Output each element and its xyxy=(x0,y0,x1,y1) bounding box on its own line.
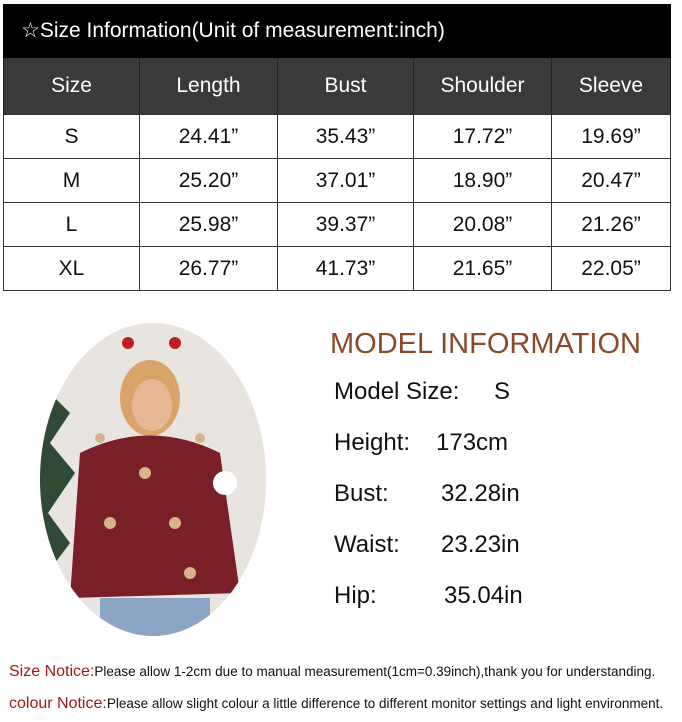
table-cell: 19.69” xyxy=(551,114,671,159)
colour-notice-text: Please allow slight colour a little diff… xyxy=(106,696,664,711)
model-info-label: Model Size: xyxy=(334,378,460,405)
table-cell: 21.65” xyxy=(413,246,552,291)
model-info-label: Waist: xyxy=(334,531,400,558)
model-info-line: Model Size: S xyxy=(334,378,510,406)
table-row: XL 26.77” 41.73” 21.65” 22.05” xyxy=(3,246,671,291)
model-info-value: S xyxy=(494,378,511,405)
model-photo xyxy=(40,323,266,636)
model-info-line: Bust: 32.28in xyxy=(334,480,520,508)
table-cell: XL xyxy=(3,246,140,291)
table-row: S 24.41” 35.43” 17.72” 19.69” xyxy=(3,114,671,159)
model-info-label: Hip: xyxy=(334,582,377,609)
model-info-label: Bust: xyxy=(334,480,389,507)
model-info-value: 173cm xyxy=(436,429,509,456)
model-info-label: Height: xyxy=(334,429,411,456)
size-notice-text: Please allow 1-2cm due to manual measure… xyxy=(94,664,656,679)
table-cell: 26.77” xyxy=(139,246,278,291)
table-row: L 25.98” 39.37” 20.08” 21.26” xyxy=(3,202,671,247)
table-cell: 39.37” xyxy=(277,202,414,247)
table-cell: 21.26” xyxy=(551,202,671,247)
model-info-line: Height: 173cm xyxy=(334,429,508,457)
table-cell: 35.43” xyxy=(277,114,414,159)
table-cell: 18.90” xyxy=(413,158,552,203)
colour-notice-label: colour Notice: xyxy=(9,695,107,712)
table-cell: 20.47” xyxy=(551,158,671,203)
size-notice: Size Notice:Please allow 1-2cm due to ma… xyxy=(9,663,655,681)
table-cell: S xyxy=(3,114,140,159)
size-notice-label: Size Notice: xyxy=(9,663,95,680)
header-shoulder: Shoulder xyxy=(413,58,552,115)
tree-shape xyxy=(40,383,75,583)
model-info-value: 23.23in xyxy=(441,531,520,558)
colour-notice: colour Notice:Please allow slight colour… xyxy=(9,695,663,713)
size-table-title: ☆Size Information(Unit of measurement:in… xyxy=(3,4,671,58)
table-cell: 25.98” xyxy=(139,202,278,247)
table-cell: L xyxy=(3,202,140,247)
header-bust: Bust xyxy=(277,58,414,115)
table-cell: 37.01” xyxy=(277,158,414,203)
table-row: M 25.20” 37.01” 18.90” 20.47” xyxy=(3,158,671,203)
model-info-value: 35.04in xyxy=(444,582,523,609)
table-cell: 25.20” xyxy=(139,158,278,203)
header-length: Length xyxy=(139,58,278,115)
table-cell: M xyxy=(3,158,140,203)
header-size: Size xyxy=(3,58,140,115)
model-info-line: Waist: 23.23in xyxy=(334,531,520,559)
model-info-line: Hip: 35.04in xyxy=(334,582,523,610)
table-header-row: Size Length Bust Shoulder Sleeve xyxy=(3,58,671,115)
table-cell: 22.05” xyxy=(551,246,671,291)
model-info-value: 32.28in xyxy=(441,480,520,507)
header-sleeve: Sleeve xyxy=(551,58,671,115)
table-cell: 20.08” xyxy=(413,202,552,247)
table-cell: 24.41” xyxy=(139,114,278,159)
table-cell: 17.72” xyxy=(413,114,552,159)
model-info-title: MODEL INFORMATION xyxy=(330,328,641,360)
size-table: Size Length Bust Shoulder Sleeve S 24.41”… xyxy=(3,58,671,291)
table-cell: 41.73” xyxy=(277,246,414,291)
